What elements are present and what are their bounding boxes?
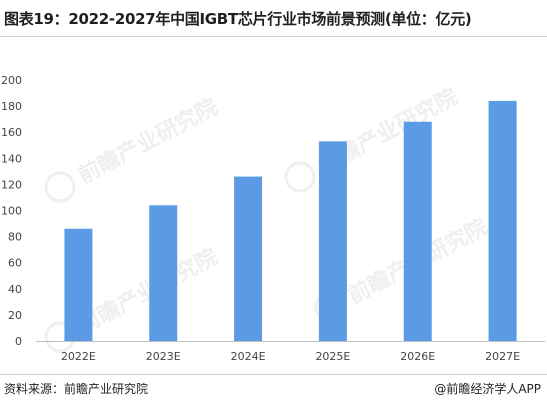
y-tick-label: 140 — [1, 152, 22, 165]
y-tick-label: 180 — [1, 100, 22, 113]
y-axis: 0 20 40 60 80 100 120 140 160 180 200 — [1, 74, 22, 348]
watermark: 前瞻产业研究院 — [284, 84, 462, 193]
y-tick-label: 0 — [15, 335, 22, 348]
x-tick-label: 2024E — [231, 350, 266, 363]
footer-divider — [0, 374, 547, 375]
credit-note: @前瞻经济学人APP — [434, 382, 541, 396]
bars-group — [64, 100, 517, 341]
bar-2022E — [64, 228, 93, 341]
bar-2027E — [488, 100, 517, 341]
bar-2024E — [234, 176, 263, 341]
title-divider — [0, 36, 547, 37]
bar-2026E — [403, 121, 432, 341]
y-tick-label: 120 — [1, 178, 22, 191]
x-tick-label: 2025E — [315, 350, 350, 363]
bar-2025E — [318, 141, 347, 341]
watermark-logo-icon — [284, 161, 316, 193]
bar-2023E — [149, 205, 178, 341]
y-tick-label: 100 — [1, 205, 22, 218]
y-tick-label: 200 — [1, 74, 22, 87]
y-tick-label: 20 — [8, 309, 22, 322]
title-bar: 图表19：2022-2027年中国IGBT芯片行业市场前景预测(单位：亿元) — [0, 0, 547, 36]
y-tick-label: 160 — [1, 126, 22, 139]
x-axis: 2022E 2023E 2024E 2025E 2026E 2027E — [36, 341, 545, 363]
x-tick-label: 2022E — [61, 350, 96, 363]
source-note: 资料来源：前瞻产业研究院 — [4, 382, 149, 396]
watermark: 前瞻产业研究院 — [44, 94, 222, 203]
y-tick-label: 80 — [8, 231, 22, 244]
chart-title: 图表19：2022-2027年中国IGBT芯片行业市场前景预测(单位：亿元) — [4, 10, 472, 28]
watermark-text: 前瞻产业研究院 — [74, 244, 222, 339]
x-tick-label: 2027E — [485, 350, 520, 363]
y-tick-label: 60 — [8, 257, 22, 270]
bar-chart: 前瞻产业研究院前瞻产业研究院前瞻产业研究院前瞻产业研究院 02040608010… — [1, 74, 545, 363]
watermark-text: 前瞻产业研究院 — [74, 94, 222, 189]
x-tick-label: 2023E — [146, 350, 181, 363]
x-tick-label: 2026E — [400, 350, 435, 363]
watermark-logo-icon — [44, 171, 76, 203]
y-tick-label: 40 — [8, 283, 22, 296]
